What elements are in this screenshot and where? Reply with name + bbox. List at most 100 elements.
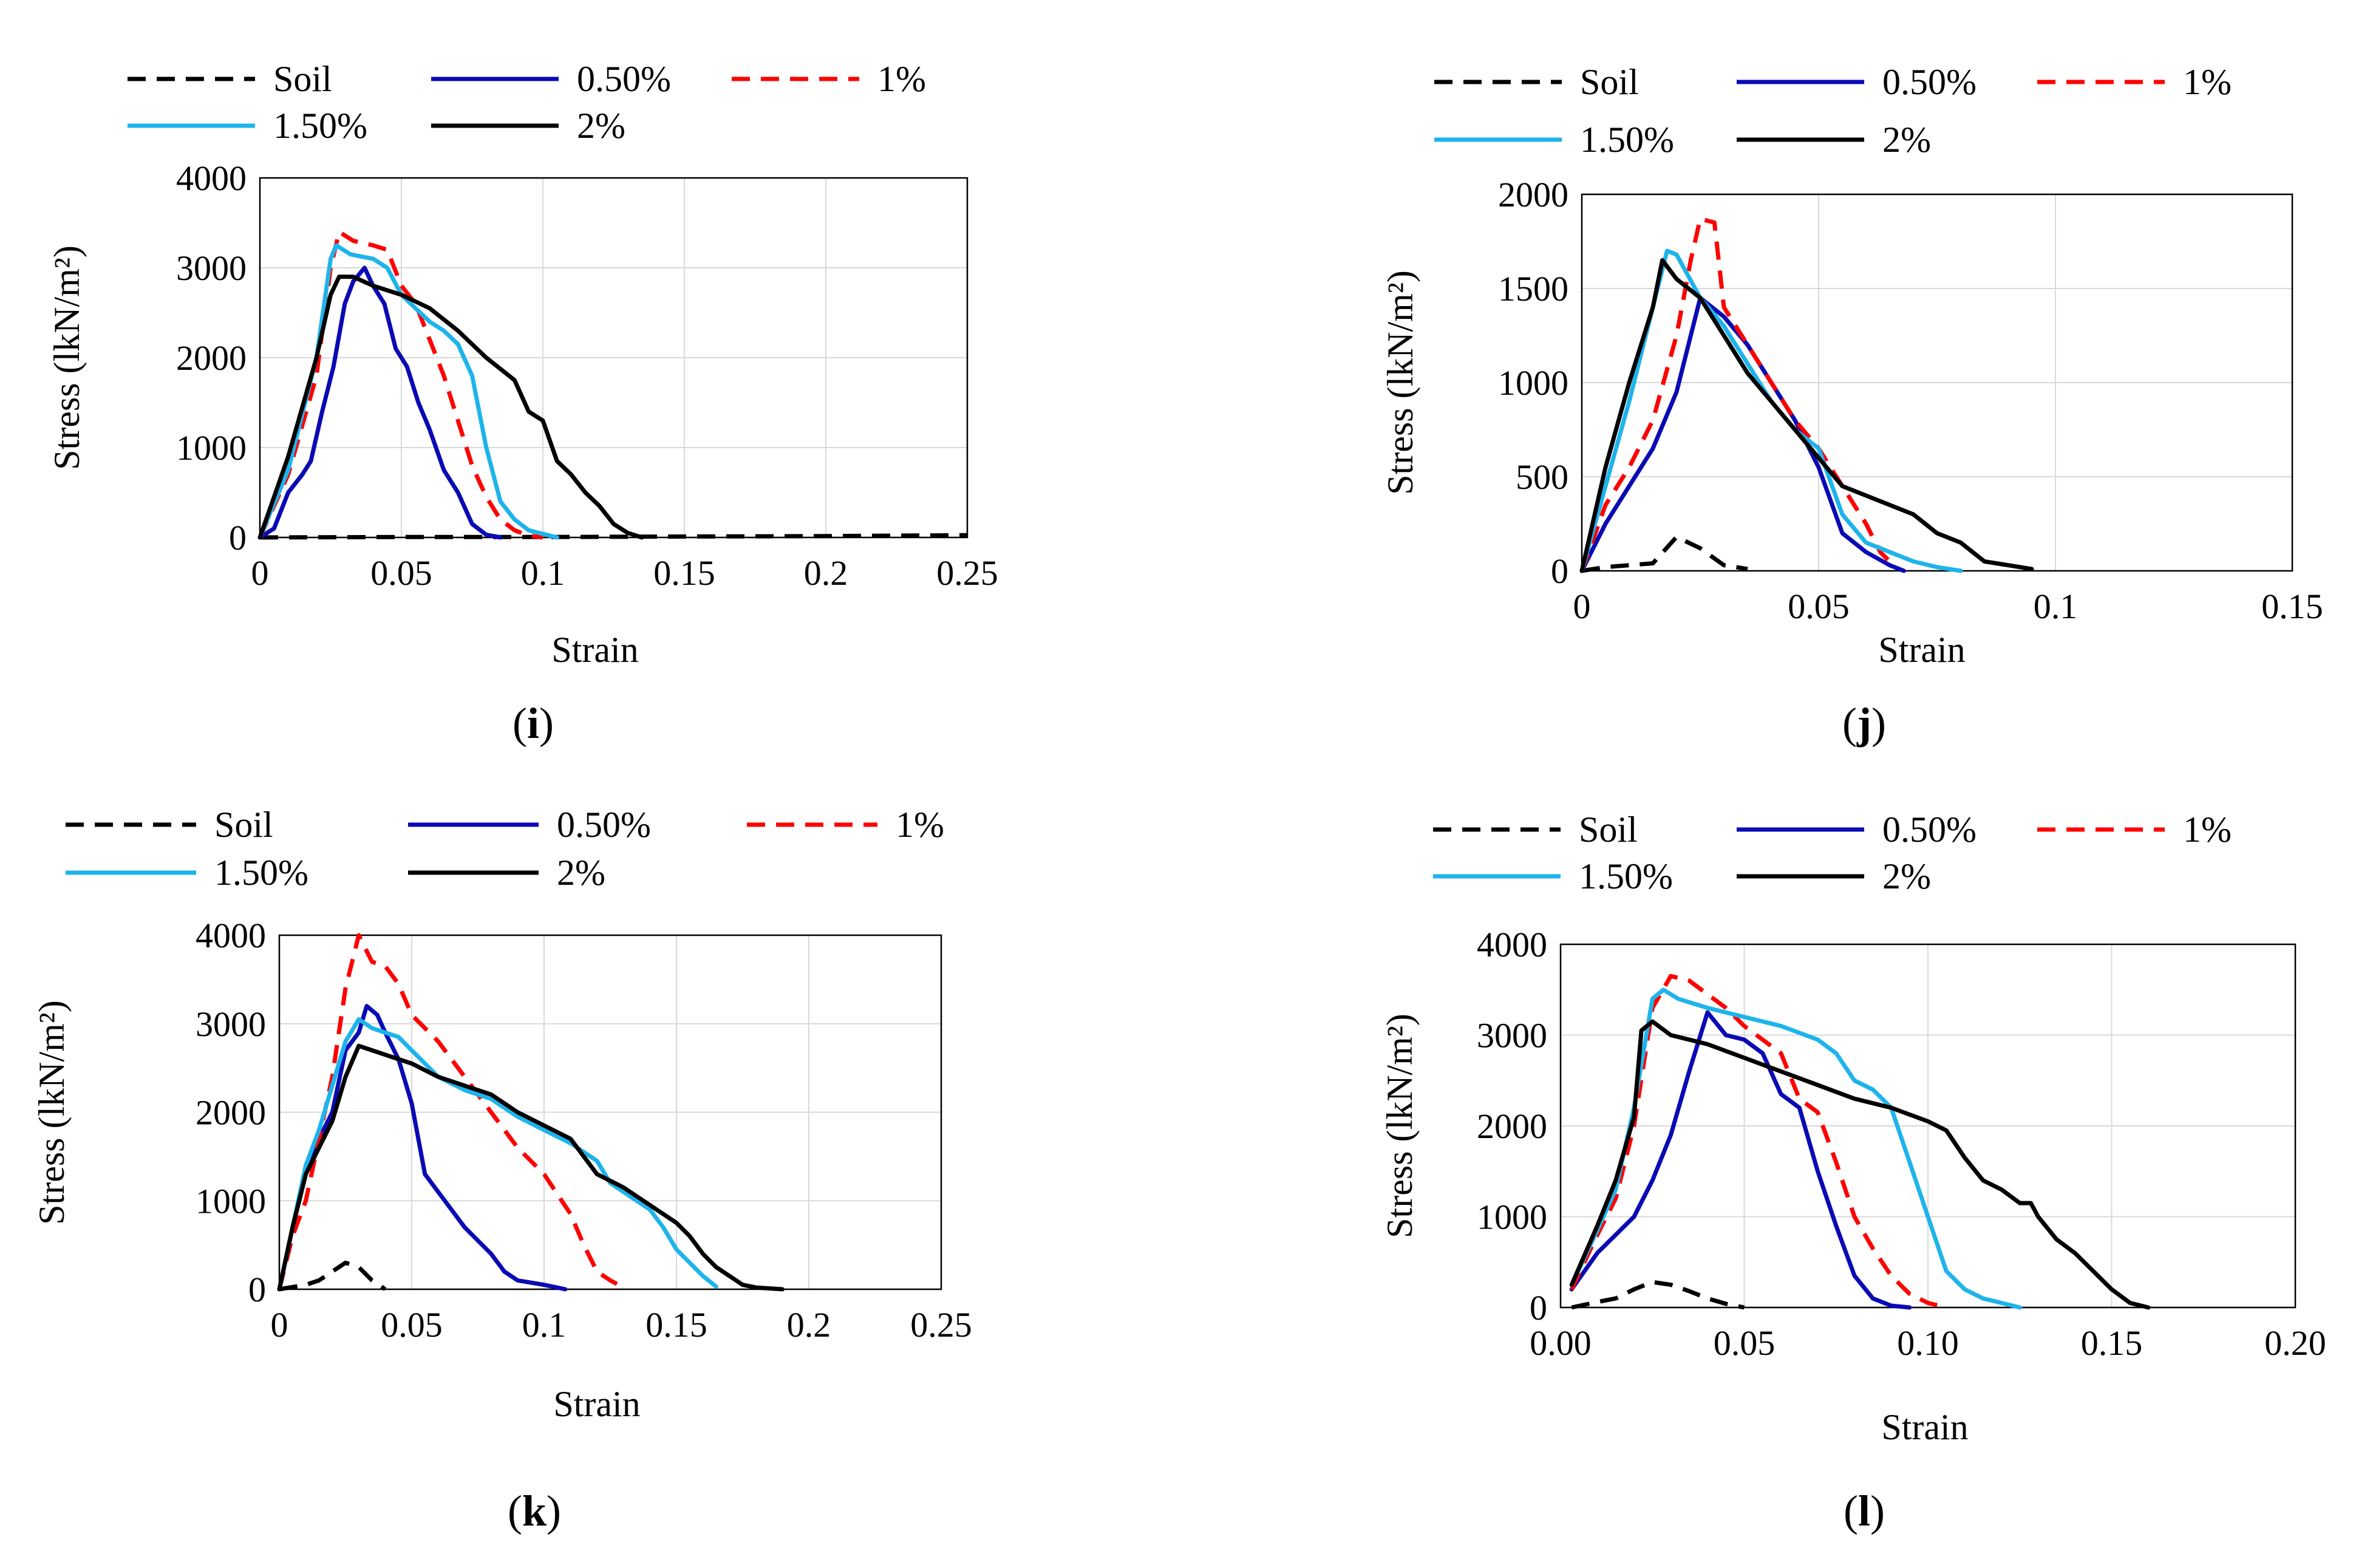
y-tick-label: 4000 xyxy=(176,159,247,198)
panel-letter: l xyxy=(1858,1487,1870,1535)
y-tick-label: 1500 xyxy=(1498,269,1568,308)
x-tick-label: 0.00 xyxy=(1530,1323,1592,1363)
legend-label: Soil xyxy=(1579,810,1638,850)
panel-letter: i xyxy=(527,699,539,748)
panel-k: 0 0.05 0.1 0.15 0.2 0.25 0 1000 2000 3000 4000 Stra… xyxy=(32,805,972,1535)
series-line-Soil xyxy=(1581,534,1748,573)
x-axis-title: Strain xyxy=(1881,1407,1968,1447)
x-tick-label: 0.2 xyxy=(804,553,848,593)
legend-label: 2% xyxy=(1882,856,1931,896)
x-tick-label: 0.15 xyxy=(653,553,715,593)
panel-letter: k xyxy=(522,1487,547,1535)
y-axis-title: Stress (lkN/m²) xyxy=(47,245,87,470)
panel-label: (i) xyxy=(512,699,554,748)
series-line-2pct xyxy=(1579,258,2034,573)
y-tick-label: 2000 xyxy=(1477,1106,1547,1146)
panel-label: (k) xyxy=(508,1487,561,1535)
y-tick-label: 2000 xyxy=(1498,175,1568,214)
x-tick-label: 0.05 xyxy=(1714,1323,1776,1363)
legend-label: 1% xyxy=(2183,62,2232,102)
x-tick-label: 0.25 xyxy=(936,553,998,593)
plot-area-frame xyxy=(1559,943,2297,1309)
series-line-1-50pct xyxy=(1579,248,1963,573)
legend-label: 1.50% xyxy=(1579,856,1673,896)
x-tick-label: 0.05 xyxy=(1788,587,1850,626)
y-tick-label: 3000 xyxy=(196,1004,266,1044)
y-tick-label: 3000 xyxy=(1477,1016,1547,1055)
series-line-0-50pct xyxy=(1579,296,1906,573)
x-tick-label: 0.05 xyxy=(381,1305,443,1345)
legend-label: 1% xyxy=(2183,810,2232,850)
y-axis-title: Stress (lkN/m²) xyxy=(1380,270,1420,495)
y-tick-label: 0 xyxy=(229,518,247,557)
y-axis-title: Stress (lkN/m²) xyxy=(32,1000,72,1225)
y-tick-label: 0 xyxy=(1530,1288,1547,1328)
legend-label: 0.50% xyxy=(1882,810,1977,850)
x-tick-label: 0.05 xyxy=(370,553,432,593)
legend-label: Soil xyxy=(1580,62,1639,102)
y-tick-label: 4000 xyxy=(1477,925,1547,964)
x-tick-label: 0.1 xyxy=(521,553,565,593)
y-tick-label: 3000 xyxy=(176,248,247,288)
legend-label: 0.50% xyxy=(577,59,671,99)
x-tick-label: 0 xyxy=(251,553,269,593)
y-tick-label: 0 xyxy=(248,1270,266,1309)
y-tick-label: 0 xyxy=(1551,551,1568,591)
series-line-1pct xyxy=(1570,973,1947,1310)
series-line-2pct xyxy=(1569,1019,2151,1310)
legend-label: Soil xyxy=(273,59,332,99)
legend-label: 2% xyxy=(557,853,605,893)
y-tick-label: 2000 xyxy=(176,338,247,378)
x-tick-label: 0.2 xyxy=(787,1305,831,1345)
series-line-2pct xyxy=(277,1043,785,1292)
legend-label: 1.50% xyxy=(214,853,308,893)
series-line-1-50pct xyxy=(1569,987,2022,1310)
legend-label: 2% xyxy=(1882,120,1931,160)
legend-label: 1.50% xyxy=(1580,120,1674,160)
series-line-1pct xyxy=(1579,216,1892,572)
panel-j: 0 0.05 0.1 0.15 0 500 1000 1500 2000 Strain Stress… xyxy=(1380,62,2323,748)
series-line-Soil xyxy=(259,533,968,540)
legend-label: 1% xyxy=(877,59,926,99)
y-tick-label: 4000 xyxy=(196,916,266,955)
y-tick-label: 2000 xyxy=(196,1093,266,1133)
x-tick-label: 0.15 xyxy=(2081,1323,2143,1363)
y-tick-label: 1000 xyxy=(176,428,247,468)
legend-label: 2% xyxy=(577,106,625,146)
x-tick-label: 0.1 xyxy=(522,1305,567,1345)
plot-area-frame xyxy=(1581,193,2293,572)
series-line-1-50pct xyxy=(257,243,559,540)
x-tick-label: 0.1 xyxy=(2034,587,2078,626)
series-line-0-50pct xyxy=(277,1004,568,1292)
y-tick-label: 500 xyxy=(1516,457,1568,497)
legend-label: Soil xyxy=(214,805,273,845)
series-line-2pct xyxy=(257,274,644,540)
plot-area-frame xyxy=(278,934,942,1290)
x-tick-label: 0.15 xyxy=(645,1305,707,1345)
x-tick-label: 0.10 xyxy=(1897,1323,1959,1363)
x-tick-label: 0.25 xyxy=(910,1305,972,1345)
x-tick-label: 0 xyxy=(1573,587,1591,626)
series-line-Soil xyxy=(279,1260,387,1292)
y-tick-label: 1000 xyxy=(1498,363,1568,403)
y-tick-label: 1000 xyxy=(196,1181,266,1221)
panel-label: (l) xyxy=(1844,1487,1885,1535)
y-axis-title: Stress (lkN/m²) xyxy=(1380,1014,1420,1238)
panel-i: 0 0.05 0.1 0.15 0.2 0.25 0 1000 2000 3000 4000 Stra… xyxy=(47,59,998,748)
series-line-Soil xyxy=(1571,1280,1745,1310)
legend-label: 1% xyxy=(896,805,944,845)
panel-letter: j xyxy=(1856,699,1871,748)
series-line-0-50pct xyxy=(1569,1010,1912,1310)
legend-label: 0.50% xyxy=(557,805,651,845)
x-tick-label: 0.20 xyxy=(2264,1323,2326,1363)
panel-label: (j) xyxy=(1842,699,1886,748)
series-line-1-50pct xyxy=(277,1017,718,1292)
x-axis-title: Strain xyxy=(1878,630,1965,670)
legend-label: 1.50% xyxy=(273,106,367,146)
y-tick-label: 1000 xyxy=(1477,1198,1547,1237)
panel-l: 0.00 0.05 0.10 0.15 0.20 0 1000 2000 3000 4000 Str… xyxy=(1380,810,2326,1535)
x-tick-label: 0 xyxy=(271,1305,288,1345)
x-tick-label: 0.15 xyxy=(2261,587,2323,626)
legend-label: 0.50% xyxy=(1882,62,1977,102)
